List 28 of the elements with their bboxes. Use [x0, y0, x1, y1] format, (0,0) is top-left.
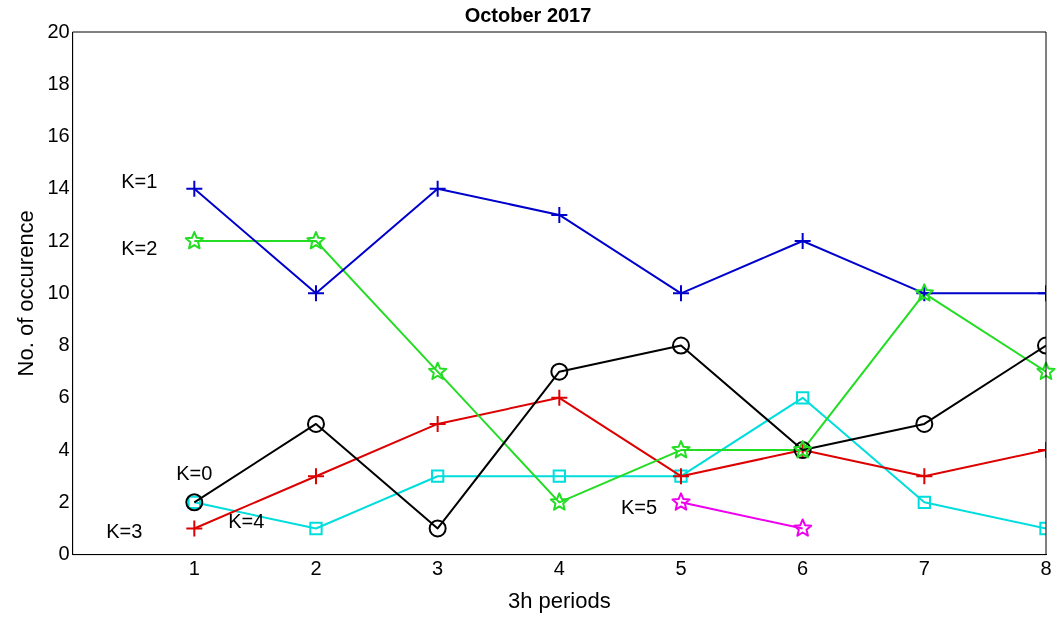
y-tick-label: 16: [47, 124, 70, 147]
series-label: K=5: [620, 495, 658, 518]
series-label: K=1: [121, 170, 158, 193]
x-tick-label: 6: [797, 557, 809, 580]
series-label: K=0: [176, 461, 213, 484]
x-tick-label: 7: [918, 557, 930, 580]
y-tick-label: 8: [58, 333, 70, 356]
y-tick-label: 18: [47, 71, 70, 94]
x-tick-label: 4: [553, 557, 565, 580]
y-axis-title: No. of occurence: [13, 210, 39, 377]
series-label: K=4: [228, 509, 265, 532]
y-tick-label: 0: [58, 542, 70, 565]
chart-title: October 2017: [464, 3, 592, 26]
x-tick-label: 8: [1040, 557, 1052, 580]
text: K=3: [106, 519, 143, 542]
x-axis-title: 3h periods: [507, 587, 611, 613]
y-tick-label: 12: [47, 228, 70, 251]
x-tick-label: 5: [675, 557, 687, 580]
y-tick-label: 2: [58, 489, 70, 512]
x-tick-label: 1: [188, 557, 200, 580]
series-label: K=2: [121, 236, 158, 259]
x-tick-label: 2: [310, 557, 322, 580]
y-tick-label: 14: [47, 176, 70, 199]
y-tick-label: 10: [47, 280, 70, 303]
y-tick-label: 20: [47, 19, 70, 42]
y-tick-label: 6: [58, 385, 70, 408]
y-tick-label: 4: [58, 437, 70, 460]
x-tick-label: 3: [432, 557, 444, 580]
